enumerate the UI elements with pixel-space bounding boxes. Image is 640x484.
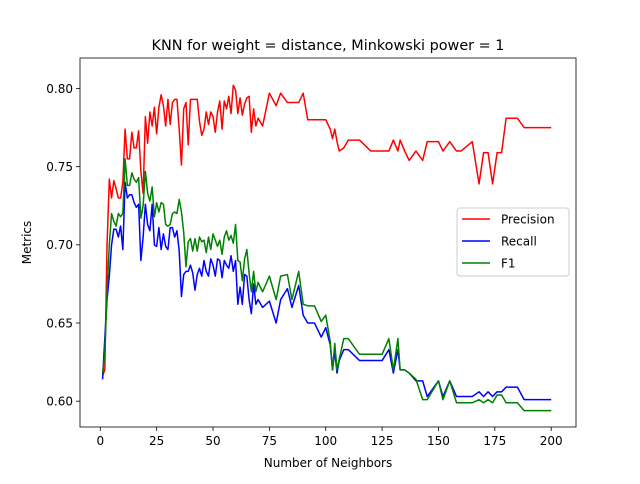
- series-line-precision: [101, 84, 552, 377]
- x-tick-label: 75: [262, 434, 277, 448]
- legend-label-recall: Recall: [501, 235, 537, 249]
- y-tick-label: 0.75: [46, 160, 73, 174]
- y-tick-label: 0.80: [46, 82, 73, 96]
- legend-box: [456, 207, 570, 277]
- x-tick-label: 0: [96, 434, 104, 448]
- y-tick-label: 0.70: [46, 238, 73, 252]
- chart-title: KNN for weight = distance, Minkowski pow…: [152, 38, 505, 54]
- x-tick-label: 50: [205, 434, 220, 448]
- x-tick-label: 150: [427, 434, 450, 448]
- legend-label-precision: Precision: [501, 213, 555, 227]
- series-line-f1: [101, 158, 552, 412]
- x-axis-label: Number of Neighbors: [264, 456, 392, 470]
- x-tick-label: 125: [371, 434, 394, 448]
- y-tick-label: 0.60: [46, 395, 73, 409]
- axes-frame: [79, 57, 577, 428]
- series-line-recall: [101, 181, 552, 401]
- x-tick-label: 25: [149, 434, 164, 448]
- x-tick-label: 200: [540, 434, 563, 448]
- y-tick-label: 0.65: [46, 316, 73, 330]
- x-tick-label: 100: [314, 434, 337, 448]
- y-axis-label: Metrics: [20, 221, 34, 265]
- legend: Precision Recall F1: [456, 207, 570, 277]
- series-layer: [101, 84, 552, 412]
- x-tick-label: 175: [483, 434, 506, 448]
- y-axis-ticks: 0.60 0.65 0.70 0.75 0.80: [46, 82, 80, 409]
- x-axis-ticks: 0 25 50 75 100 125 150 175 200: [96, 427, 563, 448]
- legend-label-f1: F1: [501, 257, 516, 271]
